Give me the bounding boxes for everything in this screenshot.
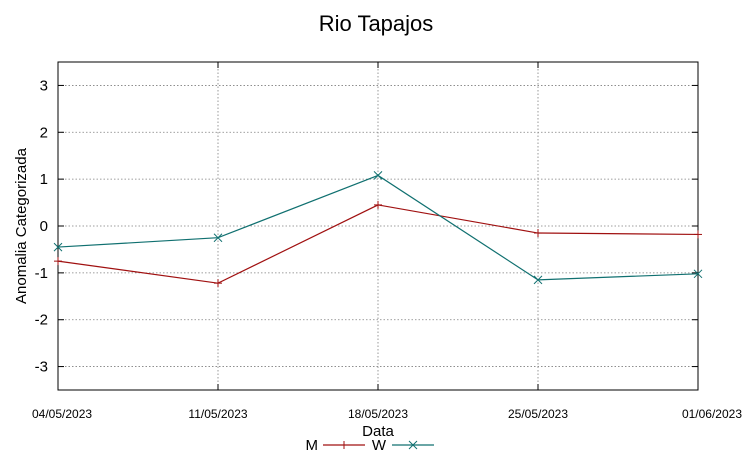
legend-label-w: W	[372, 437, 387, 454]
y-axis-label: Anomalia Categorizada	[13, 147, 30, 304]
y-tick-label: 0	[40, 218, 48, 235]
series-layer	[53, 171, 703, 288]
y-tick-label: 2	[40, 124, 48, 141]
series-w-point	[213, 233, 223, 243]
x-tick-label: 18/05/2023	[348, 407, 408, 421]
grid-lines	[58, 62, 698, 390]
series-w-point	[53, 242, 63, 252]
series-w-point	[533, 275, 543, 285]
x-tick-label: 04/05/2023	[32, 407, 92, 421]
x-axis-label: Data	[362, 423, 394, 440]
legend-marker-w	[408, 440, 418, 450]
x-tick-label: 25/05/2023	[508, 407, 568, 421]
y-tick-label: -2	[35, 312, 48, 329]
chart-title: Rio Tapajos	[319, 11, 434, 36]
y-tick-label: 3	[40, 77, 48, 94]
series-w-point	[373, 171, 383, 180]
x-tick-label: 11/05/2023	[188, 407, 247, 421]
legend-label-m: M	[306, 437, 319, 454]
x-tick-label: 01/06/2023	[682, 407, 742, 421]
series-w-point	[693, 269, 703, 279]
axis-ticks: -3 -2 -1 0 1 2 3 04/05/2023 11/05/2023 18/05/2023…	[32, 62, 742, 421]
series-m-point	[694, 230, 702, 239]
legend-marker-m	[340, 441, 348, 449]
series-m-point	[534, 229, 542, 238]
series-m-point	[374, 200, 382, 209]
y-tick-label: 1	[40, 171, 48, 188]
y-tick-label: -1	[35, 265, 48, 282]
series-m-point	[214, 279, 222, 288]
y-tick-label: -3	[35, 359, 48, 376]
series-m-point	[54, 257, 62, 266]
